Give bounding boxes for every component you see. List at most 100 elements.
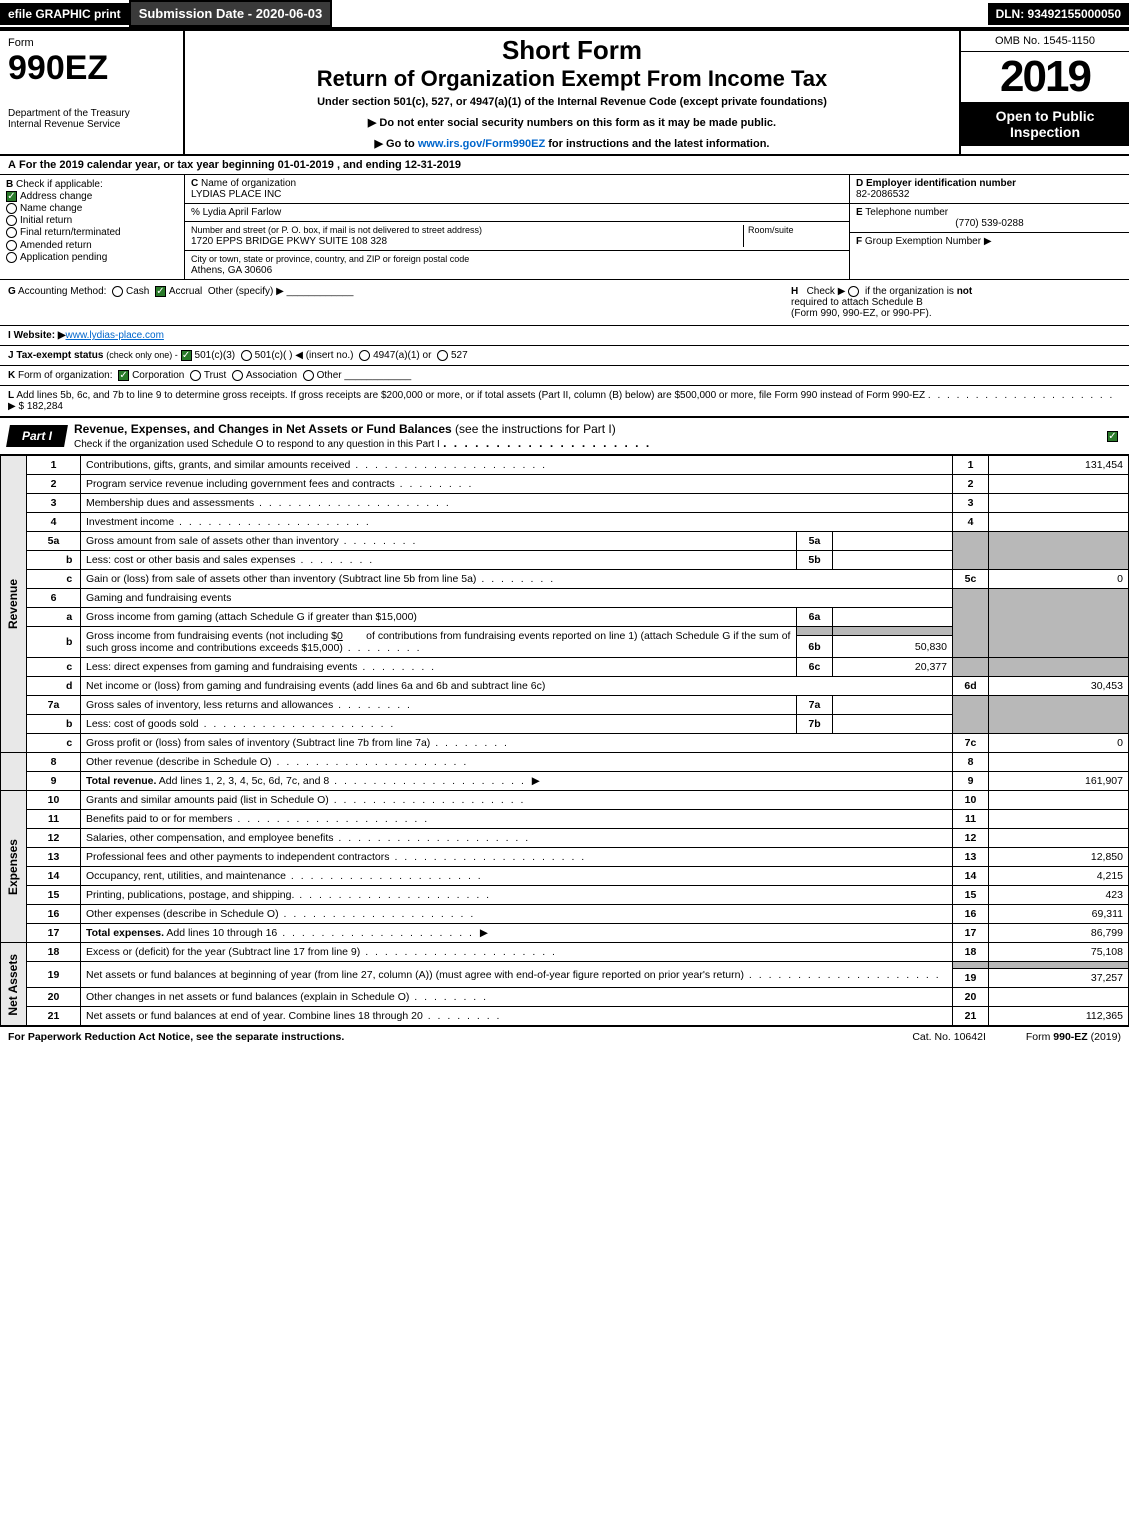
table-row: c Less: direct expenses from gaming and …: [1, 658, 1129, 677]
desc-text: Less: direct expenses from gaming and fu…: [86, 661, 357, 673]
form-word: Form: [8, 37, 175, 49]
footer-prefix: Form: [1026, 1031, 1053, 1043]
blank: [27, 627, 59, 658]
acct-label: Accounting Method:: [18, 286, 106, 297]
label-d: D: [856, 178, 863, 189]
cash-label: Cash: [126, 286, 149, 297]
result-val: [989, 791, 1129, 810]
addr-change-row[interactable]: ✓Address change: [6, 191, 178, 202]
checkbox-checked-icon[interactable]: ✓: [181, 350, 192, 361]
h-section: H Check ▶ if the organization is not req…: [791, 286, 1121, 319]
dots: [174, 516, 371, 528]
line-desc: Less: cost of goods sold: [81, 715, 797, 734]
result-val: [989, 475, 1129, 494]
pending-row[interactable]: Application pending: [6, 252, 178, 263]
k-row: K Form of organization: ✓Corporation Tru…: [0, 366, 1129, 386]
arrow-icon: ▶: [8, 401, 16, 412]
website-link[interactable]: www.lydias-place.com: [66, 330, 164, 341]
footer-catno: Cat. No. 10642I: [912, 1031, 986, 1043]
accrual-label: Accrual: [169, 286, 202, 297]
radio-icon[interactable]: [112, 286, 123, 297]
result-val: [989, 829, 1129, 848]
h-text2: if the organization is: [865, 286, 957, 297]
table-row: 12 Salaries, other compensation, and emp…: [1, 829, 1129, 848]
org-name-row: C Name of organization LYDIAS PLACE INC: [185, 175, 849, 204]
goto-prefix: ▶ Go to: [375, 138, 418, 150]
blank: [27, 677, 59, 696]
result-no: 15: [953, 886, 989, 905]
radio-icon: [6, 227, 17, 238]
city-label: City or town, state or province, country…: [191, 254, 469, 264]
addr-change-label: Address change: [20, 191, 92, 202]
k-text: Form of organization:: [18, 370, 113, 381]
radio-icon[interactable]: [848, 286, 859, 297]
assoc-label: Association: [246, 370, 297, 381]
ein-label: Employer identification number: [866, 178, 1016, 189]
tax-year: 2019: [961, 52, 1129, 102]
efile-label[interactable]: efile GRAPHIC print: [0, 3, 129, 25]
dots: [199, 718, 396, 730]
radio-icon[interactable]: [241, 350, 252, 361]
other-org-label: Other: [317, 370, 342, 381]
label-b: B: [6, 179, 13, 190]
amended-row[interactable]: Amended return: [6, 240, 178, 251]
line-desc: Gaming and fundraising events: [81, 589, 953, 608]
revenue-cont: [1, 753, 27, 791]
street-row: Number and street (or P. O. box, if mail…: [185, 222, 849, 251]
opt-527: 527: [451, 350, 468, 361]
dots: [390, 851, 587, 863]
checkbox-checked-icon[interactable]: ✓: [155, 286, 166, 297]
sub-no: b: [59, 715, 81, 734]
website-row: I Website: ▶www.lydias-place.com: [0, 326, 1129, 346]
line-desc: Benefits paid to or for members: [81, 810, 953, 829]
radio-icon[interactable]: [190, 370, 201, 381]
line-no: 4: [27, 513, 81, 532]
line-desc: Total expenses. Add lines 10 through 16 …: [81, 924, 953, 943]
shaded-cell: [989, 532, 1129, 570]
pending-label: Application pending: [20, 252, 107, 263]
radio-icon[interactable]: [232, 370, 243, 381]
radio-icon[interactable]: [303, 370, 314, 381]
table-row: c Gain or (loss) from sale of assets oth…: [1, 570, 1129, 589]
arrow-icon: ▶: [984, 236, 992, 247]
final-return-row[interactable]: Final return/terminated: [6, 227, 178, 238]
result-no: 5c: [953, 570, 989, 589]
shaded-cell: [989, 589, 1129, 658]
shaded-cell: [989, 658, 1129, 677]
checkbox-checked-icon[interactable]: ✓: [118, 370, 129, 381]
city-value: Athens, GA 30606: [191, 265, 272, 276]
subtitle: Under section 501(c), 527, or 4947(a)(1)…: [189, 96, 955, 108]
desc-text: Other revenue (describe in Schedule O): [86, 756, 272, 768]
inner-val: [833, 532, 953, 551]
website-label: Website: ▶: [14, 330, 66, 341]
line-desc: Net assets or fund balances at end of ye…: [81, 1007, 953, 1026]
dots: [296, 554, 375, 566]
initial-return-row[interactable]: Initial return: [6, 215, 178, 226]
part1-check[interactable]: ✓: [1099, 426, 1129, 446]
irs-link[interactable]: www.irs.gov/Form990EZ: [418, 138, 545, 150]
result-no: 12: [953, 829, 989, 848]
blank: [27, 734, 59, 753]
name-change-row[interactable]: Name change: [6, 203, 178, 214]
radio-icon[interactable]: [359, 350, 370, 361]
blank: [27, 570, 59, 589]
result-val: [989, 810, 1129, 829]
inner-val: [833, 696, 953, 715]
blank: [27, 658, 59, 677]
result-no: 17: [953, 924, 989, 943]
radio-icon[interactable]: [437, 350, 448, 361]
result-val: 30,453: [989, 677, 1129, 696]
desc-text: Add lines 1, 2, 3, 4, 5c, 6d, 7c, and 8: [156, 775, 329, 787]
dots: [333, 699, 412, 711]
line-desc: Gain or (loss) from sale of assets other…: [81, 570, 953, 589]
dots: [329, 794, 526, 806]
contrib-amt: 0: [337, 630, 343, 642]
line-no: 9: [27, 772, 81, 791]
inner-no: 5a: [797, 532, 833, 551]
desc-text: Other changes in net assets or fund bala…: [86, 991, 409, 1003]
dots: [279, 908, 476, 920]
result-val: 12,850: [989, 848, 1129, 867]
part1-title-note: (see the instructions for Part I): [455, 422, 616, 436]
result-no: 7c: [953, 734, 989, 753]
table-row: 5a Gross amount from sale of assets othe…: [1, 532, 1129, 551]
